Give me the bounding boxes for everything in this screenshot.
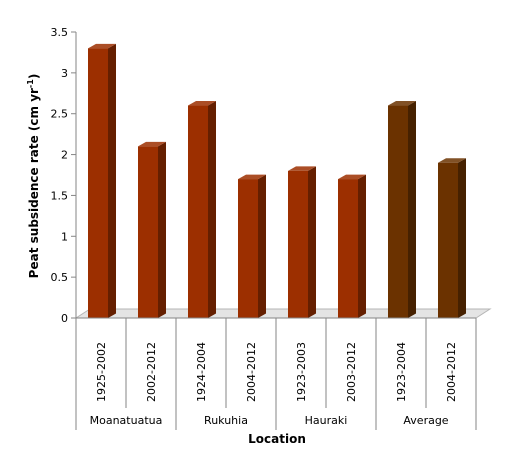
bar-top bbox=[138, 141, 166, 147]
bar-side bbox=[358, 174, 366, 318]
bar-side bbox=[408, 101, 416, 319]
bar-top bbox=[338, 174, 366, 180]
y-axis-title-close: ) bbox=[27, 74, 41, 79]
x-tick-label-period: 2002-2012 bbox=[145, 342, 158, 402]
x-axis-category-table: 1925-2002 2002-2012 1924-2004 2004-2012 1923… bbox=[75, 317, 477, 430]
x-tick-label-period: 1925-2002 bbox=[95, 342, 108, 402]
x-group-label: Average bbox=[403, 414, 448, 427]
bar bbox=[338, 174, 366, 318]
bar-top bbox=[388, 101, 416, 106]
bar-front bbox=[388, 105, 408, 319]
y-tick-label: 3 bbox=[61, 67, 68, 80]
bar-front bbox=[438, 162, 458, 318]
bar-top bbox=[88, 43, 116, 49]
x-tick-label-period: 2003-2012 bbox=[345, 342, 358, 402]
bar-top bbox=[188, 101, 216, 106]
bar-side bbox=[208, 101, 216, 319]
x-group-label: Rukuhia bbox=[204, 414, 248, 427]
y-tick-label: 2 bbox=[61, 149, 68, 162]
y-axis: 0 0.5 1 1.5 2 2.5 3 3.5 bbox=[51, 26, 77, 325]
y-tick-label: 2.5 bbox=[51, 108, 69, 121]
y-tick-label: 0.5 bbox=[51, 271, 69, 284]
x-group-label: Moanatuatua bbox=[90, 414, 163, 427]
bar bbox=[188, 101, 216, 319]
y-tick-label: 3.5 bbox=[51, 26, 69, 39]
bar bbox=[388, 101, 416, 319]
bar bbox=[138, 141, 166, 318]
bar-top bbox=[288, 166, 316, 171]
y-axis-title: Peat subsidence rate (cm yr-1) bbox=[26, 74, 41, 279]
bar bbox=[238, 174, 266, 318]
bar-front bbox=[138, 146, 158, 318]
x-group-label: Hauraki bbox=[305, 414, 348, 427]
bar-side bbox=[158, 141, 166, 318]
bar-top bbox=[238, 174, 266, 180]
bar-top bbox=[438, 158, 466, 163]
bar-front bbox=[288, 170, 308, 318]
bar bbox=[88, 43, 116, 318]
bar-front bbox=[338, 179, 358, 318]
x-tick-label-period: 1923-2003 bbox=[295, 342, 308, 402]
bar-side bbox=[258, 174, 266, 318]
bar bbox=[438, 158, 466, 318]
x-tick-label-period: 1924-2004 bbox=[195, 342, 208, 402]
x-tick-label-period: 1923-2004 bbox=[395, 342, 408, 402]
y-axis-title-exponent: -1 bbox=[26, 79, 35, 88]
x-tick-label-period: 2004-2012 bbox=[445, 342, 458, 402]
bar-front bbox=[188, 105, 208, 319]
y-tick-label: 0 bbox=[61, 312, 68, 325]
y-axis-title-main: Peat subsidence rate (cm yr bbox=[27, 88, 41, 278]
bar-side bbox=[108, 43, 116, 318]
bar-side bbox=[458, 158, 466, 318]
x-tick-label-period: 2004-2012 bbox=[245, 342, 258, 402]
bars bbox=[88, 43, 466, 319]
bar bbox=[288, 166, 316, 318]
y-tick-label: 1.5 bbox=[51, 189, 69, 202]
x-axis-title: Location bbox=[248, 432, 306, 446]
bar-front bbox=[238, 179, 258, 318]
y-tick-label: 1 bbox=[61, 230, 68, 243]
bar-front bbox=[88, 48, 108, 318]
bar-side bbox=[308, 166, 316, 318]
